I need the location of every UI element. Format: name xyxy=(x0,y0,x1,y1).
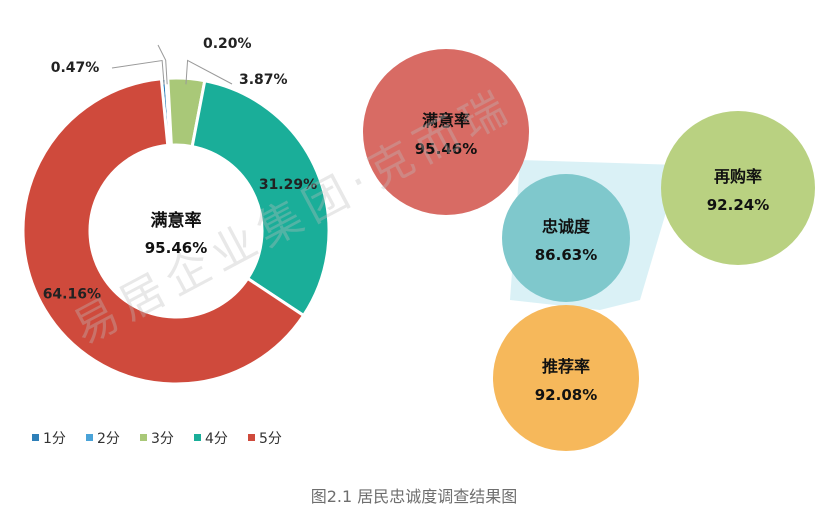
legend-swatch xyxy=(194,434,201,441)
legend-label: 2分 xyxy=(97,431,120,447)
center-label: 满意率 xyxy=(151,210,202,231)
center-value: 95.46% xyxy=(145,239,207,257)
legend-label: 3分 xyxy=(151,431,174,447)
bubble-chart: 满意率 95.46% 忠诚度 86.63% 再购率 92.24% 推荐率 92.08% xyxy=(363,49,815,451)
bubble xyxy=(363,49,529,215)
legend-swatch xyxy=(86,434,93,441)
legend-swatch xyxy=(32,434,39,441)
leader-line xyxy=(111,59,165,85)
donut-slice-4 xyxy=(190,78,331,318)
bubble xyxy=(661,111,815,265)
bubble-value: 95.46% xyxy=(415,140,477,158)
legend-swatch xyxy=(248,434,255,441)
bubble-value: 92.08% xyxy=(535,386,597,404)
legend-label: 5分 xyxy=(259,431,282,447)
bubble xyxy=(502,174,630,302)
bubble xyxy=(493,305,639,451)
leader-line xyxy=(157,44,168,85)
legend-swatch xyxy=(140,434,147,441)
legend-label: 1分 xyxy=(43,431,66,447)
legend-label: 4分 xyxy=(205,431,228,447)
slice-label: 64.16% xyxy=(43,287,101,303)
bubble-label: 再购率 xyxy=(714,167,762,186)
bubble-value: 92.24% xyxy=(707,196,769,214)
bubble-value: 86.63% xyxy=(535,246,597,264)
slice-label: 0.20% xyxy=(203,36,252,52)
donut-slice-5 xyxy=(21,77,306,386)
donut-legend: 1分 2分 3分 4分 5分 xyxy=(32,431,282,447)
bubble-label: 忠诚度 xyxy=(542,217,591,236)
slice-label: 0.47% xyxy=(51,60,100,76)
bubble-label: 推荐率 xyxy=(542,357,590,376)
bubble-label: 满意率 xyxy=(422,111,470,130)
leader-line xyxy=(185,59,233,85)
donut-chart: 31.29% 64.16% 0.47% 0.20% 3.87% 满意率 95.46% xyxy=(21,36,331,386)
figure-caption: 图2.1 居民忠诚度调查结果图 xyxy=(310,487,518,506)
slice-label: 31.29% xyxy=(259,177,317,193)
slice-label: 3.87% xyxy=(239,72,288,88)
